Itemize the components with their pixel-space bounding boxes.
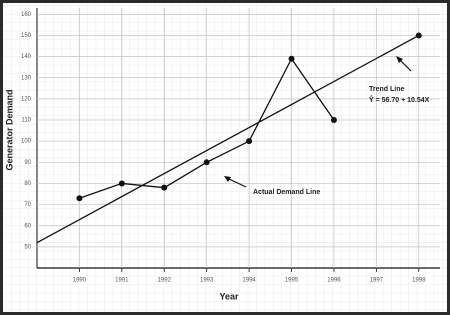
data-point xyxy=(161,184,168,191)
y-axis-label: Generator Demand xyxy=(4,89,14,170)
x-axis-label: Year xyxy=(219,291,239,301)
x-tick-label: 1995 xyxy=(285,278,299,284)
trend-line-label: Trend Line xyxy=(369,86,405,93)
minor-grid xyxy=(3,3,447,312)
actual-line-label: Actual Demand Line xyxy=(253,189,320,196)
x-tick-label: 1996 xyxy=(327,278,341,284)
y-tick-label: 140 xyxy=(21,54,32,60)
data-point xyxy=(203,159,210,166)
x-tick-label: 1990 xyxy=(73,278,87,284)
actual-arrow xyxy=(226,177,247,188)
data-point xyxy=(76,195,83,202)
x-tick-label: 1998 xyxy=(412,278,426,284)
data-point xyxy=(288,55,295,62)
x-tick-label: 1992 xyxy=(158,278,172,284)
y-tick-label: 60 xyxy=(24,223,31,229)
data-point xyxy=(415,32,422,39)
x-tick-label: 1994 xyxy=(242,278,256,284)
y-tick-label: 130 xyxy=(21,75,32,81)
data-point xyxy=(118,180,125,187)
y-tick-label: 80 xyxy=(24,181,31,187)
y-tick-label: 150 xyxy=(21,33,32,39)
trend-arrowhead xyxy=(396,56,403,63)
y-tick-label: 50 xyxy=(24,244,31,250)
actual-arrowhead xyxy=(224,176,231,182)
x-tick-label: 1997 xyxy=(370,278,384,284)
y-tick-label: 120 xyxy=(21,96,32,102)
y-tick-label: 90 xyxy=(24,160,31,166)
y-tick-label: 110 xyxy=(21,118,31,124)
data-point xyxy=(246,138,253,145)
y-tick-label: 160 xyxy=(21,12,32,18)
series-line xyxy=(36,34,420,244)
x-tick-label: 1991 xyxy=(115,278,129,284)
y-tick-label: 100 xyxy=(21,139,32,145)
y-tick-label: 70 xyxy=(24,202,31,208)
x-tick-label: 1993 xyxy=(200,278,214,284)
trend-equation: Ŷ = 56.70 + 10.54X xyxy=(369,95,430,104)
data-point xyxy=(330,117,337,124)
